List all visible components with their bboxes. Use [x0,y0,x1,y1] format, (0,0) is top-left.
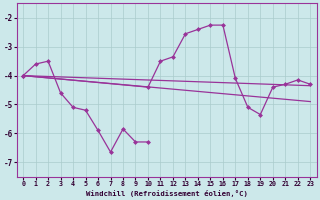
X-axis label: Windchill (Refroidissement éolien,°C): Windchill (Refroidissement éolien,°C) [86,190,248,197]
